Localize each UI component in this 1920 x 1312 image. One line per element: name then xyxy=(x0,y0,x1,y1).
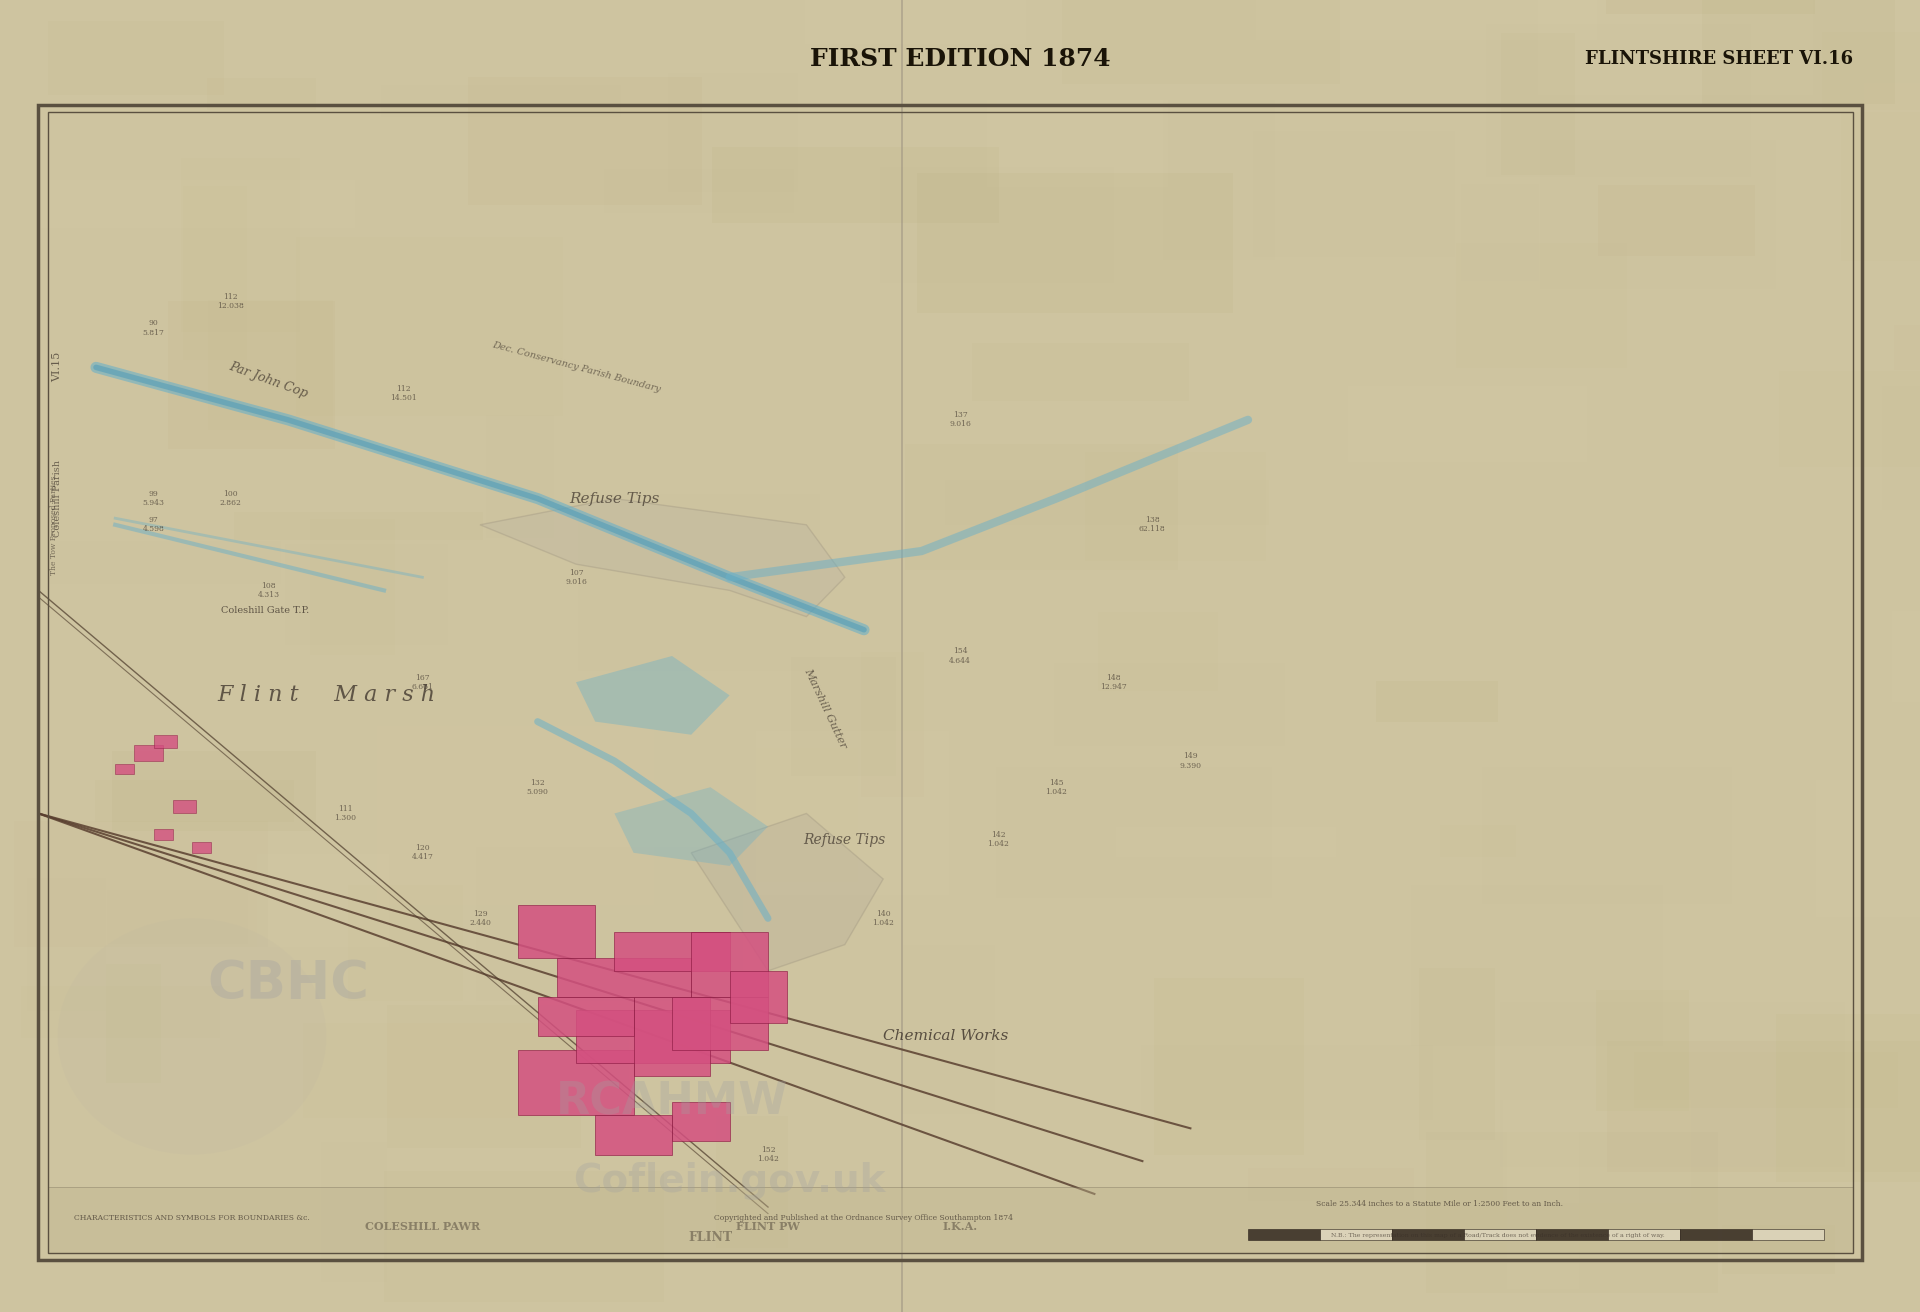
FancyBboxPatch shape xyxy=(1722,1225,1836,1274)
Text: 111
1.300: 111 1.300 xyxy=(334,804,357,823)
FancyBboxPatch shape xyxy=(1463,1229,1536,1240)
FancyBboxPatch shape xyxy=(111,752,315,830)
FancyBboxPatch shape xyxy=(614,932,730,971)
Text: 97
4.598: 97 4.598 xyxy=(142,516,165,534)
FancyBboxPatch shape xyxy=(48,1187,1853,1253)
Text: VI.15: VI.15 xyxy=(52,352,63,383)
FancyBboxPatch shape xyxy=(538,997,634,1036)
FancyBboxPatch shape xyxy=(1680,1229,1751,1240)
FancyBboxPatch shape xyxy=(972,344,1188,401)
FancyBboxPatch shape xyxy=(730,971,787,1023)
Text: 167
6.661: 167 6.661 xyxy=(411,673,434,691)
Text: 152
1.042: 152 1.042 xyxy=(756,1145,780,1164)
Text: Marshill Gutter: Marshill Gutter xyxy=(803,666,849,750)
Ellipse shape xyxy=(58,918,326,1155)
Text: Refuse Tips: Refuse Tips xyxy=(804,833,885,846)
Text: 112
14.501: 112 14.501 xyxy=(390,384,417,403)
FancyBboxPatch shape xyxy=(173,800,196,813)
Text: 90
5.817: 90 5.817 xyxy=(142,319,165,337)
Text: Coleshill Gate T.P.: Coleshill Gate T.P. xyxy=(221,606,309,614)
FancyBboxPatch shape xyxy=(163,412,447,584)
FancyBboxPatch shape xyxy=(716,1115,787,1248)
FancyBboxPatch shape xyxy=(1507,1132,1578,1288)
FancyBboxPatch shape xyxy=(557,958,691,997)
Text: Coleshill Parish: Coleshill Parish xyxy=(54,461,61,537)
FancyBboxPatch shape xyxy=(1776,1014,1920,1182)
Text: 149
9.390: 149 9.390 xyxy=(1179,752,1202,770)
Text: 107
9.016: 107 9.016 xyxy=(564,568,588,586)
FancyBboxPatch shape xyxy=(835,0,1148,10)
FancyBboxPatch shape xyxy=(576,1010,730,1063)
FancyBboxPatch shape xyxy=(154,829,173,840)
FancyBboxPatch shape xyxy=(634,997,710,1076)
FancyBboxPatch shape xyxy=(1392,1229,1463,1240)
Text: RCAHMW: RCAHMW xyxy=(555,1081,789,1123)
FancyBboxPatch shape xyxy=(94,779,294,821)
FancyBboxPatch shape xyxy=(1596,991,1690,1111)
FancyBboxPatch shape xyxy=(1538,0,1814,94)
Text: CHARACTERISTICS AND SYMBOLS FOR BOUNDARIES &c.: CHARACTERISTICS AND SYMBOLS FOR BOUNDARI… xyxy=(75,1214,309,1221)
FancyBboxPatch shape xyxy=(712,147,998,223)
Text: The Tow Proposed Parties: The Tow Proposed Parties xyxy=(50,475,58,575)
Text: 140
1.042: 140 1.042 xyxy=(872,909,895,928)
Text: Refuse Tips: Refuse Tips xyxy=(568,492,660,505)
Text: FLINT: FLINT xyxy=(689,1231,732,1244)
FancyBboxPatch shape xyxy=(691,932,768,997)
Text: FIRST EDITION 1874: FIRST EDITION 1874 xyxy=(810,47,1110,71)
FancyBboxPatch shape xyxy=(595,1115,672,1155)
FancyBboxPatch shape xyxy=(13,821,269,947)
Text: COLESHILL PAWR: COLESHILL PAWR xyxy=(365,1221,480,1232)
FancyBboxPatch shape xyxy=(1503,1099,1692,1203)
FancyBboxPatch shape xyxy=(1895,325,1920,370)
Text: Par John Cop: Par John Cop xyxy=(228,361,309,400)
Text: 138
62.118: 138 62.118 xyxy=(1139,516,1165,534)
Polygon shape xyxy=(576,656,730,735)
FancyBboxPatch shape xyxy=(1116,827,1336,857)
FancyBboxPatch shape xyxy=(1321,1229,1392,1240)
FancyBboxPatch shape xyxy=(384,1172,664,1303)
FancyBboxPatch shape xyxy=(209,300,334,430)
Text: 148
12.947: 148 12.947 xyxy=(1100,673,1127,691)
FancyBboxPatch shape xyxy=(1751,1229,1824,1240)
FancyBboxPatch shape xyxy=(1377,681,1498,723)
FancyBboxPatch shape xyxy=(1597,185,1755,256)
FancyBboxPatch shape xyxy=(1194,79,1235,186)
FancyBboxPatch shape xyxy=(1248,1229,1321,1240)
FancyBboxPatch shape xyxy=(1256,0,1597,39)
Text: Coflein.gov.uk: Coflein.gov.uk xyxy=(574,1162,885,1199)
FancyBboxPatch shape xyxy=(927,198,1227,303)
FancyBboxPatch shape xyxy=(278,1123,497,1177)
Text: I.K.A.: I.K.A. xyxy=(943,1221,977,1232)
FancyBboxPatch shape xyxy=(1847,52,1920,119)
Polygon shape xyxy=(691,813,883,971)
Text: FLINT PW: FLINT PW xyxy=(735,1221,801,1232)
Text: 129
2.440: 129 2.440 xyxy=(468,909,492,928)
Text: 108
4.313: 108 4.313 xyxy=(257,581,280,600)
FancyBboxPatch shape xyxy=(672,997,768,1050)
Text: 132
5.090: 132 5.090 xyxy=(526,778,549,796)
Text: 145
1.042: 145 1.042 xyxy=(1044,778,1068,796)
FancyBboxPatch shape xyxy=(518,905,595,958)
Text: F l i n t     M a r s h: F l i n t M a r s h xyxy=(217,685,436,706)
FancyBboxPatch shape xyxy=(756,731,948,895)
FancyBboxPatch shape xyxy=(1154,977,1304,1155)
FancyBboxPatch shape xyxy=(115,764,134,774)
FancyBboxPatch shape xyxy=(1701,0,1895,104)
Text: 154
4.644: 154 4.644 xyxy=(948,647,972,665)
Text: Scale 25.344 inches to a Statute Mile or 1:2500 Feet to an Inch.: Scale 25.344 inches to a Statute Mile or… xyxy=(1317,1200,1563,1208)
Text: FLINTSHIRE SHEET VI.16: FLINTSHIRE SHEET VI.16 xyxy=(1584,50,1853,68)
Text: Copyrighted and Published at the Ordnance Survey Office Southampton 1874: Copyrighted and Published at the Ordnanc… xyxy=(714,1214,1014,1221)
FancyBboxPatch shape xyxy=(1893,611,1920,702)
Text: 112
12.038: 112 12.038 xyxy=(217,293,244,311)
FancyBboxPatch shape xyxy=(192,842,211,853)
Text: 120
4.417: 120 4.417 xyxy=(411,844,434,862)
FancyBboxPatch shape xyxy=(106,963,161,1082)
FancyBboxPatch shape xyxy=(918,173,1233,314)
FancyBboxPatch shape xyxy=(1440,825,1517,858)
Polygon shape xyxy=(480,499,845,617)
Text: 99
5.943: 99 5.943 xyxy=(142,489,165,508)
Text: CBHC: CBHC xyxy=(207,958,369,1010)
FancyBboxPatch shape xyxy=(169,300,336,449)
Text: Chemical Works: Chemical Works xyxy=(883,1030,1008,1043)
